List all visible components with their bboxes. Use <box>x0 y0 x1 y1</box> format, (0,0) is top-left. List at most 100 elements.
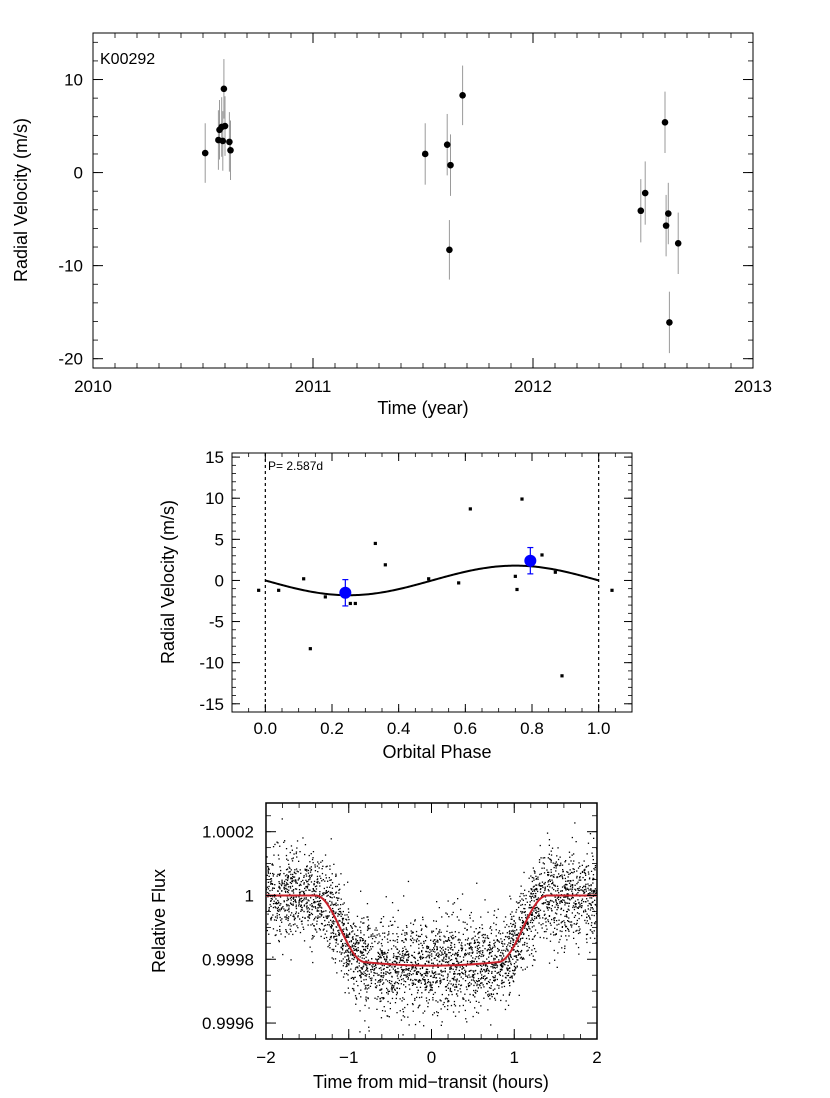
panel-3-data-point <box>335 942 337 944</box>
panel-3-data-point <box>309 946 311 948</box>
panel-3-data-point <box>393 960 395 963</box>
panel-3-data-point <box>333 932 335 935</box>
panel-3-data-point <box>428 971 430 973</box>
panel-3-data-point <box>303 928 305 930</box>
panel-3-data-point <box>525 898 527 900</box>
panel-3-data-point <box>527 949 529 951</box>
panel-3-data-point <box>461 971 463 974</box>
panel-3-data-point <box>299 851 301 853</box>
panel-3-data-point <box>317 882 319 884</box>
panel-3-data-point <box>589 918 591 920</box>
panel-3-data-point <box>445 948 447 950</box>
panel-3-data-point <box>394 920 396 923</box>
panel-3-data-point <box>481 934 483 937</box>
panel-3-data-point <box>431 989 433 991</box>
panel-3-data-point <box>494 954 496 957</box>
panel-3-data-point <box>594 891 596 893</box>
panel-3-data-point <box>524 904 526 906</box>
panel-3-data-point <box>461 942 463 944</box>
panel-3-data-point <box>582 876 584 879</box>
panel-3-data-point <box>331 957 333 959</box>
panel-3-x-tick-label: −2 <box>256 1048 275 1067</box>
panel-3-data-point <box>386 938 389 940</box>
panel-3-data-point <box>591 931 593 933</box>
panel-3-data-point <box>402 1034 404 1036</box>
panel-3-data-point <box>455 983 457 986</box>
panel-3-data-point <box>548 839 551 841</box>
panel-3-data-point <box>555 900 557 902</box>
panel-3-data-point <box>445 958 447 960</box>
panel-3-data-point <box>300 900 302 902</box>
panel-3-data-point <box>553 901 555 903</box>
panel-3-data-point <box>548 871 550 874</box>
panel-3-data-point <box>593 922 596 924</box>
panel-3-data-point <box>380 989 382 991</box>
panel-3-data-point <box>458 983 460 986</box>
panel-3-data-point <box>435 1000 437 1002</box>
panel-3-data-point <box>396 948 398 950</box>
panel-3-data-point <box>386 987 388 990</box>
panel-3-data-point <box>269 872 271 875</box>
panel-3-data-point <box>578 862 580 864</box>
panel-3-data-point <box>511 916 513 918</box>
panel-3-data-point <box>509 933 511 935</box>
panel-3-data-point <box>561 926 564 928</box>
panel-3-data-point <box>286 888 288 891</box>
panel-3-data-point <box>295 851 298 853</box>
panel-3-data-point <box>561 926 563 928</box>
panel-3-data-point <box>526 922 528 924</box>
panel-3-data-point <box>420 958 422 960</box>
panel-3-data-point <box>370 982 373 984</box>
panel-3-data-point <box>279 904 281 906</box>
panel-3-data-point <box>477 978 480 980</box>
panel-3-data-point <box>567 902 569 904</box>
panel-3-data-point <box>589 951 591 954</box>
panel-3-data-point <box>516 934 519 936</box>
panel-3-data-point <box>291 878 293 880</box>
panel-3-data-point <box>506 946 508 948</box>
panel-3-data-point <box>334 903 336 905</box>
panel-3-data-point <box>510 942 512 945</box>
panel-3-data-point <box>553 934 555 936</box>
panel-3-data-point <box>346 936 348 938</box>
panel-3-data-point <box>298 889 301 891</box>
panel-3-data-point <box>421 966 424 968</box>
panel-3-data-point <box>443 935 445 937</box>
panel-3-data-point <box>550 875 552 877</box>
panel-3-data-point <box>569 869 571 871</box>
panel-3-data-point <box>466 988 468 991</box>
panel-3-data-point <box>365 987 367 989</box>
panel-3-data-point <box>342 917 345 920</box>
panel-3-data-point <box>477 987 479 989</box>
panel-3-data-point <box>401 933 403 935</box>
panel-3-data-point <box>510 963 512 966</box>
panel-3-data-point <box>530 896 532 898</box>
panel-3-data-point <box>536 911 538 913</box>
panel-3-data-point <box>571 896 573 898</box>
panel-3-data-point <box>488 949 491 951</box>
panel-3-data-point <box>514 968 516 970</box>
panel-3-data-point <box>400 1019 403 1021</box>
panel-3-data-point <box>312 857 314 859</box>
panel-3-data-point <box>406 932 408 934</box>
panel-3-data-point <box>482 942 485 944</box>
panel-3-data-point <box>405 969 407 971</box>
panel-3-data-point <box>293 916 295 918</box>
panel-3-data-point <box>343 884 345 886</box>
panel-3-data-point <box>405 986 407 988</box>
panel-3-data-point <box>303 882 305 884</box>
panel-3-data-point <box>393 945 395 947</box>
panel-3-data-point <box>429 951 431 954</box>
panel-3-data-point <box>338 897 340 899</box>
panel-2-binned-point <box>524 554 537 567</box>
panel-3-data-point <box>278 939 280 942</box>
panel-3-data-point <box>533 879 535 881</box>
panel-3-data-point <box>307 872 310 874</box>
panel-3-data-point <box>304 868 306 870</box>
panel-3-data-point <box>375 927 377 929</box>
panel-3-data-point <box>360 930 362 932</box>
panel-3-data-point <box>571 884 574 887</box>
panel-3-data-point <box>412 1003 414 1006</box>
panel-3-data-point <box>285 930 287 932</box>
panel-3-data-point <box>476 1011 478 1013</box>
